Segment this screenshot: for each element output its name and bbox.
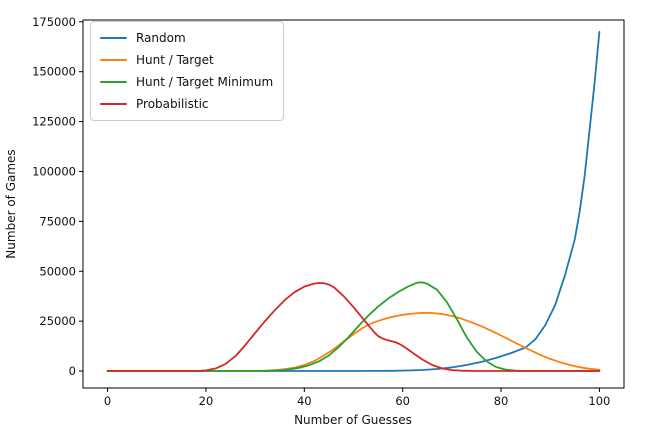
legend-label-hunt-target: Hunt / Target [136, 53, 214, 67]
legend-item-probabilistic: Probabilistic [100, 93, 273, 115]
plot-area [82, 19, 625, 389]
legend: Random Hunt / Target Hunt / Target Minimum… [90, 21, 285, 121]
x-axis-label: Number of Guesses [294, 413, 412, 427]
y-tick-label: 50000 [39, 264, 76, 278]
series-line-random [106, 30, 601, 372]
legend-line-sample-hunt-target [100, 58, 127, 62]
series-line-hunt-target-minimum [106, 281, 601, 372]
series-line-probabilistic [106, 282, 601, 372]
x-tick-label: 20 [199, 394, 214, 408]
legend-line-sample-random [100, 36, 127, 40]
legend-line-sample-probabilistic [100, 102, 127, 106]
y-axis-label: Number of Games [4, 149, 18, 258]
y-tick-label: 125000 [32, 115, 76, 129]
legend-label-hunt-target-minimum: Hunt / Target Minimum [136, 75, 274, 89]
legend-line-sample-hunt-target-minimum [100, 80, 127, 84]
y-tick-label: 100000 [32, 164, 76, 178]
legend-label-probabilistic: Probabilistic [136, 97, 209, 111]
y-tick-label: 0 [69, 364, 76, 378]
x-tick-label: 40 [297, 394, 312, 408]
legend-item-random: Random [100, 27, 273, 49]
x-tick-label: 100 [588, 394, 610, 408]
legend-label-random: Random [136, 31, 186, 45]
x-tick-label: 0 [104, 394, 111, 408]
y-tick-label: 150000 [32, 65, 76, 79]
x-tick-label: 60 [395, 394, 410, 408]
x-tick-label: 80 [494, 394, 509, 408]
y-tick-label: 25000 [39, 314, 76, 328]
y-tick-label: 175000 [32, 15, 76, 29]
series-line-hunt-target [106, 311, 601, 372]
y-tick-label: 75000 [39, 214, 76, 228]
legend-item-hunt-target: Hunt / Target [100, 49, 273, 71]
legend-item-hunt-target-minimum: Hunt / Target Minimum [100, 71, 273, 93]
